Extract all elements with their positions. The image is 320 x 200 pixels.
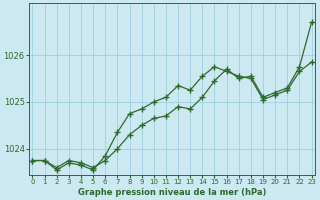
X-axis label: Graphe pression niveau de la mer (hPa): Graphe pression niveau de la mer (hPa): [78, 188, 266, 197]
